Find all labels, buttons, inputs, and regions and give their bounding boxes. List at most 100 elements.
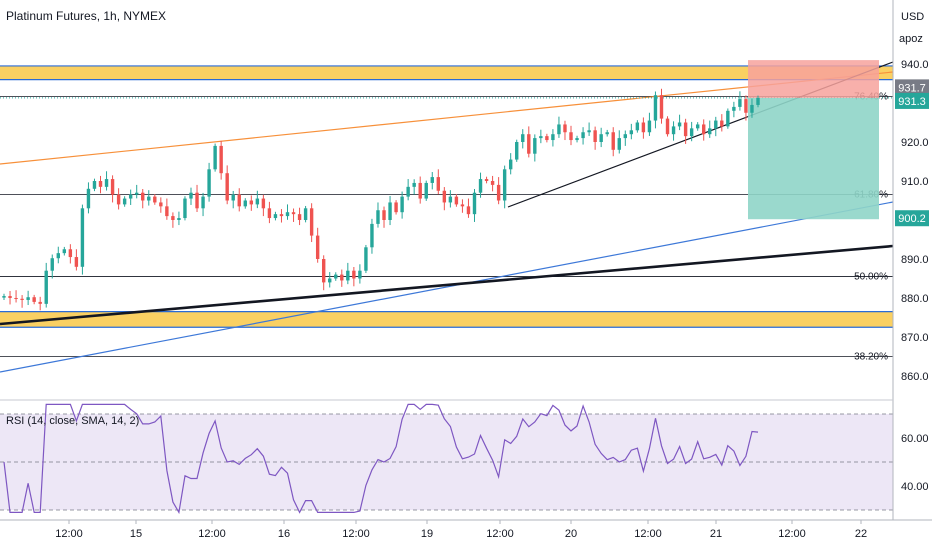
x-tick-label: 12:00 — [778, 528, 806, 540]
candle-body — [56, 253, 60, 259]
y-tick-label: 860.0 — [901, 371, 929, 383]
price-tag-box — [895, 79, 929, 96]
x-tick-label: 19 — [421, 528, 433, 540]
candle-body — [593, 130, 597, 142]
candle-body — [86, 188, 91, 209]
candle-body — [515, 142, 519, 160]
candle-body — [122, 198, 127, 205]
candle-body — [647, 120, 652, 133]
x-tick-label: 12:00 — [198, 528, 226, 540]
candle-body — [261, 198, 266, 209]
x-tick-label: 12:00 — [342, 528, 370, 540]
candle-body — [98, 181, 103, 187]
candle-body — [689, 128, 694, 137]
candle-body — [273, 214, 278, 219]
candle-body — [442, 190, 447, 203]
x-tick-label: 22 — [855, 528, 867, 540]
y-tick-label: 940.0 — [901, 59, 929, 71]
candle-body — [617, 138, 621, 150]
zone-band — [0, 311, 893, 328]
candle-body — [665, 118, 670, 135]
candle-body — [635, 122, 640, 131]
candle-body — [291, 212, 296, 215]
trend-lines — [0, 61, 894, 373]
candle-body — [2, 296, 6, 298]
candle-body — [726, 110, 730, 127]
candle-body — [195, 192, 199, 209]
candle-body — [611, 132, 615, 150]
candle-body — [80, 208, 85, 267]
candle-body — [496, 184, 501, 201]
rsi-title: RSI (14, close, SMA, 14, 2) — [6, 415, 139, 427]
y-tick-label: 910.0 — [901, 176, 929, 188]
currency-label: USD — [901, 11, 924, 23]
supply-demand-zones — [0, 65, 893, 328]
candle-body — [750, 104, 754, 113]
candle-body — [309, 208, 314, 236]
candle-body — [358, 270, 362, 279]
price-tag-label: 900.2 — [898, 213, 926, 225]
candle-body — [430, 177, 434, 183]
candle-body — [738, 99, 742, 107]
candle-body — [165, 206, 169, 217]
candle-body — [207, 169, 211, 197]
rsi-pane: 40.00 60.00 — [0, 403, 929, 515]
candle-body — [557, 124, 561, 135]
candle-body — [74, 257, 79, 267]
candle-body — [527, 134, 531, 154]
candle-body — [720, 120, 724, 127]
candle-body — [695, 124, 700, 129]
candle-body — [285, 212, 290, 217]
y-tick-label: 890.0 — [901, 254, 929, 266]
candle-body — [623, 134, 627, 139]
candle-body — [62, 249, 67, 254]
zone-band — [0, 65, 893, 80]
candle-body — [653, 95, 658, 121]
candle-body — [20, 298, 24, 300]
black-support-line — [0, 244, 894, 326]
candle-body — [183, 198, 187, 219]
candle-body — [346, 270, 350, 281]
candle-body — [279, 214, 284, 217]
candle-body — [472, 192, 477, 215]
candle-body — [334, 274, 338, 279]
candle-body — [50, 258, 54, 271]
x-tick-label: 12:00 — [55, 528, 83, 540]
candle-body — [629, 130, 634, 135]
candle-body — [448, 196, 453, 203]
x-tick-label: 16 — [278, 528, 290, 540]
rsi-tick-label: 40.00 — [901, 481, 929, 493]
price-tag-label: 931.7 — [898, 82, 926, 94]
x-tick-label: 15 — [130, 528, 142, 540]
candle-body — [237, 194, 241, 207]
y-tick-label: 920.0 — [901, 137, 929, 149]
candle-body — [376, 210, 380, 224]
candle-body — [201, 196, 205, 209]
candle-body — [382, 210, 386, 220]
candle-body — [406, 186, 410, 197]
candle-body — [159, 202, 163, 207]
candle-body — [225, 173, 229, 201]
candle-body — [14, 298, 18, 299]
candle-body — [177, 218, 181, 220]
price-tag-box — [895, 92, 929, 109]
candle-body — [340, 274, 344, 281]
candle-body — [110, 179, 115, 195]
candle-body — [454, 196, 459, 205]
rsi-line — [3, 403, 759, 515]
candle-series — [2, 88, 760, 311]
candle-body — [394, 202, 398, 213]
candle-body — [315, 235, 320, 259]
short-position-tool[interactable] — [748, 60, 879, 220]
candle-body — [702, 124, 706, 135]
candle-body — [412, 182, 416, 187]
candle-body — [370, 223, 374, 248]
candle-body — [135, 192, 139, 195]
candle-body — [744, 99, 748, 113]
y-tick-label: 870.0 — [901, 332, 929, 344]
candle-body — [68, 249, 73, 258]
candle-body — [92, 181, 97, 189]
take-profit-zone — [748, 97, 879, 220]
stop-loss-zone — [748, 60, 879, 98]
